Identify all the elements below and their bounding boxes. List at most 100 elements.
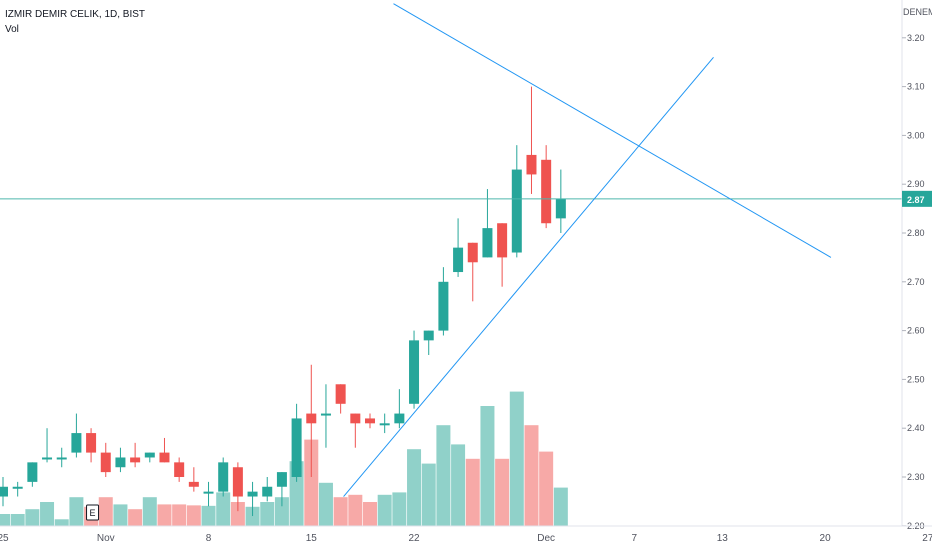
candle-body	[174, 462, 185, 477]
candle-body	[27, 462, 38, 482]
candle-body	[203, 491, 214, 494]
price-tick-label: 3.10	[907, 82, 925, 92]
symbol-title[interactable]: IZMIR DEMIR CELIK, 1D, BIST	[5, 9, 146, 20]
volume-bar	[216, 492, 231, 526]
volume-bar	[363, 502, 377, 526]
candle-body	[482, 228, 493, 258]
volume-bar	[142, 497, 157, 526]
volume-bar	[157, 504, 172, 526]
candle-body	[218, 462, 229, 492]
earnings-marker-glyph: E	[90, 508, 96, 518]
volume-bar	[524, 425, 539, 526]
candle-body	[0, 486, 8, 497]
volume-bar	[348, 494, 363, 526]
candle-body	[276, 472, 287, 487]
volume-bar	[0, 514, 10, 526]
volume-bars	[0, 391, 568, 526]
candle-body	[320, 413, 331, 416]
price-tick-label: 2.40	[907, 423, 925, 433]
candle-body	[409, 340, 420, 404]
candle-body	[438, 281, 449, 331]
volume-indicator-label[interactable]: Vol	[5, 24, 19, 35]
candle-body	[100, 452, 111, 473]
candle-body	[12, 486, 23, 489]
candle-body	[453, 247, 464, 273]
volume-bar	[553, 487, 568, 526]
candle-body	[130, 457, 141, 463]
time-tick-label: 20	[820, 533, 832, 544]
volume-bar	[186, 505, 201, 526]
candle-body	[365, 418, 375, 424]
volume-bar	[495, 458, 510, 526]
candle-body	[291, 418, 302, 477]
volume-bar	[25, 509, 40, 526]
descending-trendline[interactable]	[393, 3, 832, 258]
price-axis-header: DENEMEM	[903, 7, 932, 17]
time-tick-label: Nov	[97, 533, 115, 544]
volume-bar	[407, 449, 422, 526]
candle-body	[71, 433, 82, 453]
candle-body	[262, 486, 273, 497]
time-tick-label: 27	[922, 533, 932, 544]
volume-bar	[201, 505, 216, 526]
volume-bar	[98, 497, 113, 526]
time-tick-label: Dec	[537, 533, 555, 544]
time-tick-label: 13	[717, 533, 729, 544]
candle-body	[56, 457, 67, 460]
price-tick-label: 2.90	[907, 179, 925, 189]
last-price-badge	[902, 190, 932, 207]
candle-body	[247, 491, 258, 497]
volume-bar	[333, 497, 348, 526]
time-tick-label: 8	[206, 533, 212, 544]
earnings-marker: E	[86, 504, 100, 521]
volume-bar	[509, 391, 524, 526]
candle-body	[541, 159, 552, 224]
volume-bar	[539, 451, 554, 526]
volume-bar	[40, 502, 55, 526]
volume-bar	[480, 406, 495, 526]
candle-body	[188, 481, 199, 487]
volume-bar	[54, 519, 69, 526]
candle-body	[306, 413, 317, 424]
candle-body	[115, 457, 126, 468]
time-tick-label: 15	[306, 533, 318, 544]
price-tick-label: 2.80	[907, 228, 925, 238]
candle-body	[379, 423, 390, 426]
price-tick-label: 2.50	[907, 374, 925, 384]
volume-bar	[289, 461, 304, 526]
candle-body	[526, 154, 537, 175]
volume-bar	[260, 502, 275, 526]
volume-bar	[421, 463, 436, 526]
candle-body	[511, 169, 522, 253]
volume-bar	[230, 502, 245, 526]
volume-bar	[436, 425, 451, 526]
volume-bar	[377, 494, 392, 526]
time-tick-label: 7	[631, 533, 637, 544]
time-tick-label: 22	[408, 533, 420, 544]
chart-legend: IZMIR DEMIR CELIK, 1D, BIST Vol	[5, 7, 145, 37]
candle-body	[555, 198, 566, 219]
volume-bar	[304, 439, 319, 526]
price-tick-label: 2.60	[907, 326, 925, 336]
volume-bar	[318, 482, 333, 526]
candle-body	[467, 242, 478, 263]
price-tick-label: 2.30	[907, 472, 925, 482]
trendlines[interactable]	[0, 3, 902, 497]
volume-bar	[274, 497, 289, 526]
time-tick-label: 25	[0, 533, 9, 544]
candle-body	[335, 384, 346, 404]
candle-body	[144, 452, 155, 458]
volume-bar	[113, 504, 128, 526]
candle-body	[42, 457, 53, 460]
candle-body	[232, 467, 243, 497]
volume-bar	[69, 497, 84, 526]
ascending-trendline[interactable]	[343, 56, 714, 497]
candle-body	[394, 413, 405, 424]
volume-bar	[172, 504, 187, 526]
candle-body	[350, 413, 361, 424]
candlesticks	[0, 86, 566, 517]
volume-bar	[465, 458, 480, 526]
